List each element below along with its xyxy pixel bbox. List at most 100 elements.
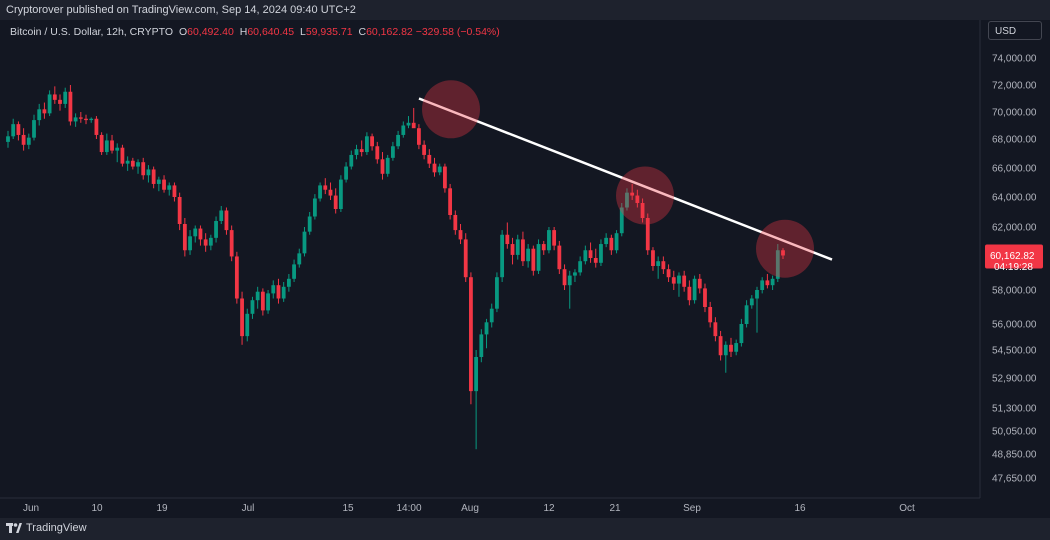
last-price-value: 60,162.82 — [990, 251, 1035, 262]
candle-body — [578, 261, 583, 273]
candle-body — [63, 91, 68, 104]
candle-body — [692, 278, 697, 301]
candle-body — [661, 261, 666, 270]
price-axis-labels: 74,000.00 72,000.00 70,000.00 68,000.00 66,0… — [992, 54, 1037, 485]
candle-body — [359, 149, 364, 153]
candle-body — [338, 179, 343, 209]
candle-body — [240, 298, 244, 337]
candle-body — [713, 322, 718, 337]
candle-body — [276, 285, 281, 299]
candle-body — [120, 147, 125, 164]
price-tick-label: 56,000.00 — [992, 320, 1037, 331]
candle-body — [52, 94, 57, 100]
candle-body — [630, 192, 635, 196]
price-tick-label: 48,850.00 — [992, 450, 1037, 461]
candle-body — [614, 233, 619, 251]
candle-body — [552, 230, 557, 246]
candle-body — [32, 120, 36, 138]
time-tick-label: 19 — [156, 503, 168, 514]
touch-marker — [616, 166, 674, 225]
candle-body — [307, 216, 312, 232]
candle-body — [396, 134, 401, 147]
price-tick-label: 51,300.00 — [992, 404, 1037, 415]
candle-body — [531, 248, 536, 271]
brand-name: TradingView — [26, 522, 87, 534]
price-tick-label: 68,000.00 — [992, 135, 1037, 146]
candle-body — [406, 122, 411, 126]
candle-body — [619, 207, 624, 234]
price-tick-label: 74,000.00 — [992, 54, 1037, 65]
price-axis[interactable] — [980, 20, 1050, 518]
candle-body — [99, 134, 104, 153]
candle-body — [260, 291, 265, 311]
published-text: Cryptorover published on TradingView.com… — [6, 4, 356, 16]
candle-body — [401, 125, 406, 135]
candle-body — [703, 288, 707, 307]
candle-body — [651, 250, 655, 266]
candle-body — [172, 185, 177, 197]
candle-body — [474, 357, 479, 392]
candle-body — [469, 277, 473, 392]
candle-body — [770, 278, 775, 286]
candle-body — [16, 124, 21, 135]
candle-body — [68, 91, 73, 122]
candle-body — [562, 269, 567, 286]
tradingview-brand[interactable]: TradingView — [6, 522, 87, 534]
currency-button[interactable]: USD — [988, 21, 1042, 40]
candle-body — [479, 334, 484, 357]
high-label: H — [239, 26, 248, 38]
candle-body — [115, 147, 120, 151]
candle-body — [198, 228, 203, 240]
last-price-badge: 60,162.82 04:19:28 — [985, 244, 1043, 273]
candle-body — [775, 250, 780, 279]
candle-body — [125, 160, 130, 164]
price-tick-label: 50,050.00 — [992, 427, 1037, 438]
candle-body — [224, 210, 229, 231]
candle-body — [146, 169, 151, 176]
candle-body — [453, 215, 458, 231]
candle-body — [302, 231, 307, 254]
trendline-layer — [418, 80, 833, 278]
time-axis[interactable] — [0, 498, 980, 518]
currency-label: USD — [995, 26, 1017, 37]
candle-body — [250, 300, 255, 314]
candle-body — [84, 118, 88, 121]
candle-body — [328, 189, 333, 196]
candle-body — [718, 336, 723, 356]
candle-body — [744, 305, 749, 324]
candle-body — [656, 261, 661, 266]
candle-body — [677, 275, 681, 284]
footer-bar — [0, 518, 1050, 540]
candle-body — [156, 179, 161, 184]
candle-body — [765, 280, 770, 286]
candle-body — [234, 256, 239, 299]
price-tick-label: 58,000.00 — [992, 286, 1037, 297]
candle-body — [141, 162, 146, 176]
candle-body — [312, 198, 317, 217]
candle-body — [344, 166, 348, 180]
candle-body — [729, 344, 733, 352]
candle-body — [635, 195, 640, 203]
time-tick-label: Jun — [23, 503, 39, 514]
candle-body — [437, 166, 442, 173]
high-value: 60,640.45 — [247, 26, 295, 38]
candle-body — [177, 197, 182, 224]
tradingview-logo-icon — [6, 523, 22, 533]
candle-body — [515, 239, 520, 255]
close-value: 60,162.82 — [366, 26, 413, 38]
candle-body — [26, 137, 31, 145]
price-tick-label: 52,900.00 — [992, 374, 1037, 385]
time-tick-label: Sep — [683, 503, 701, 514]
candle-body — [271, 285, 276, 294]
candle-body — [333, 195, 338, 209]
candle-body — [593, 258, 598, 263]
candle-body — [37, 109, 42, 121]
candle-body — [645, 218, 650, 251]
candle-body — [380, 159, 385, 174]
published-banner: Cryptorover published on TradingView.com… — [0, 0, 1050, 20]
candle-body — [547, 230, 551, 251]
resistance-trendline — [418, 97, 833, 261]
price-tick-label: 47,650.00 — [992, 474, 1037, 485]
candle-body — [739, 324, 744, 344]
